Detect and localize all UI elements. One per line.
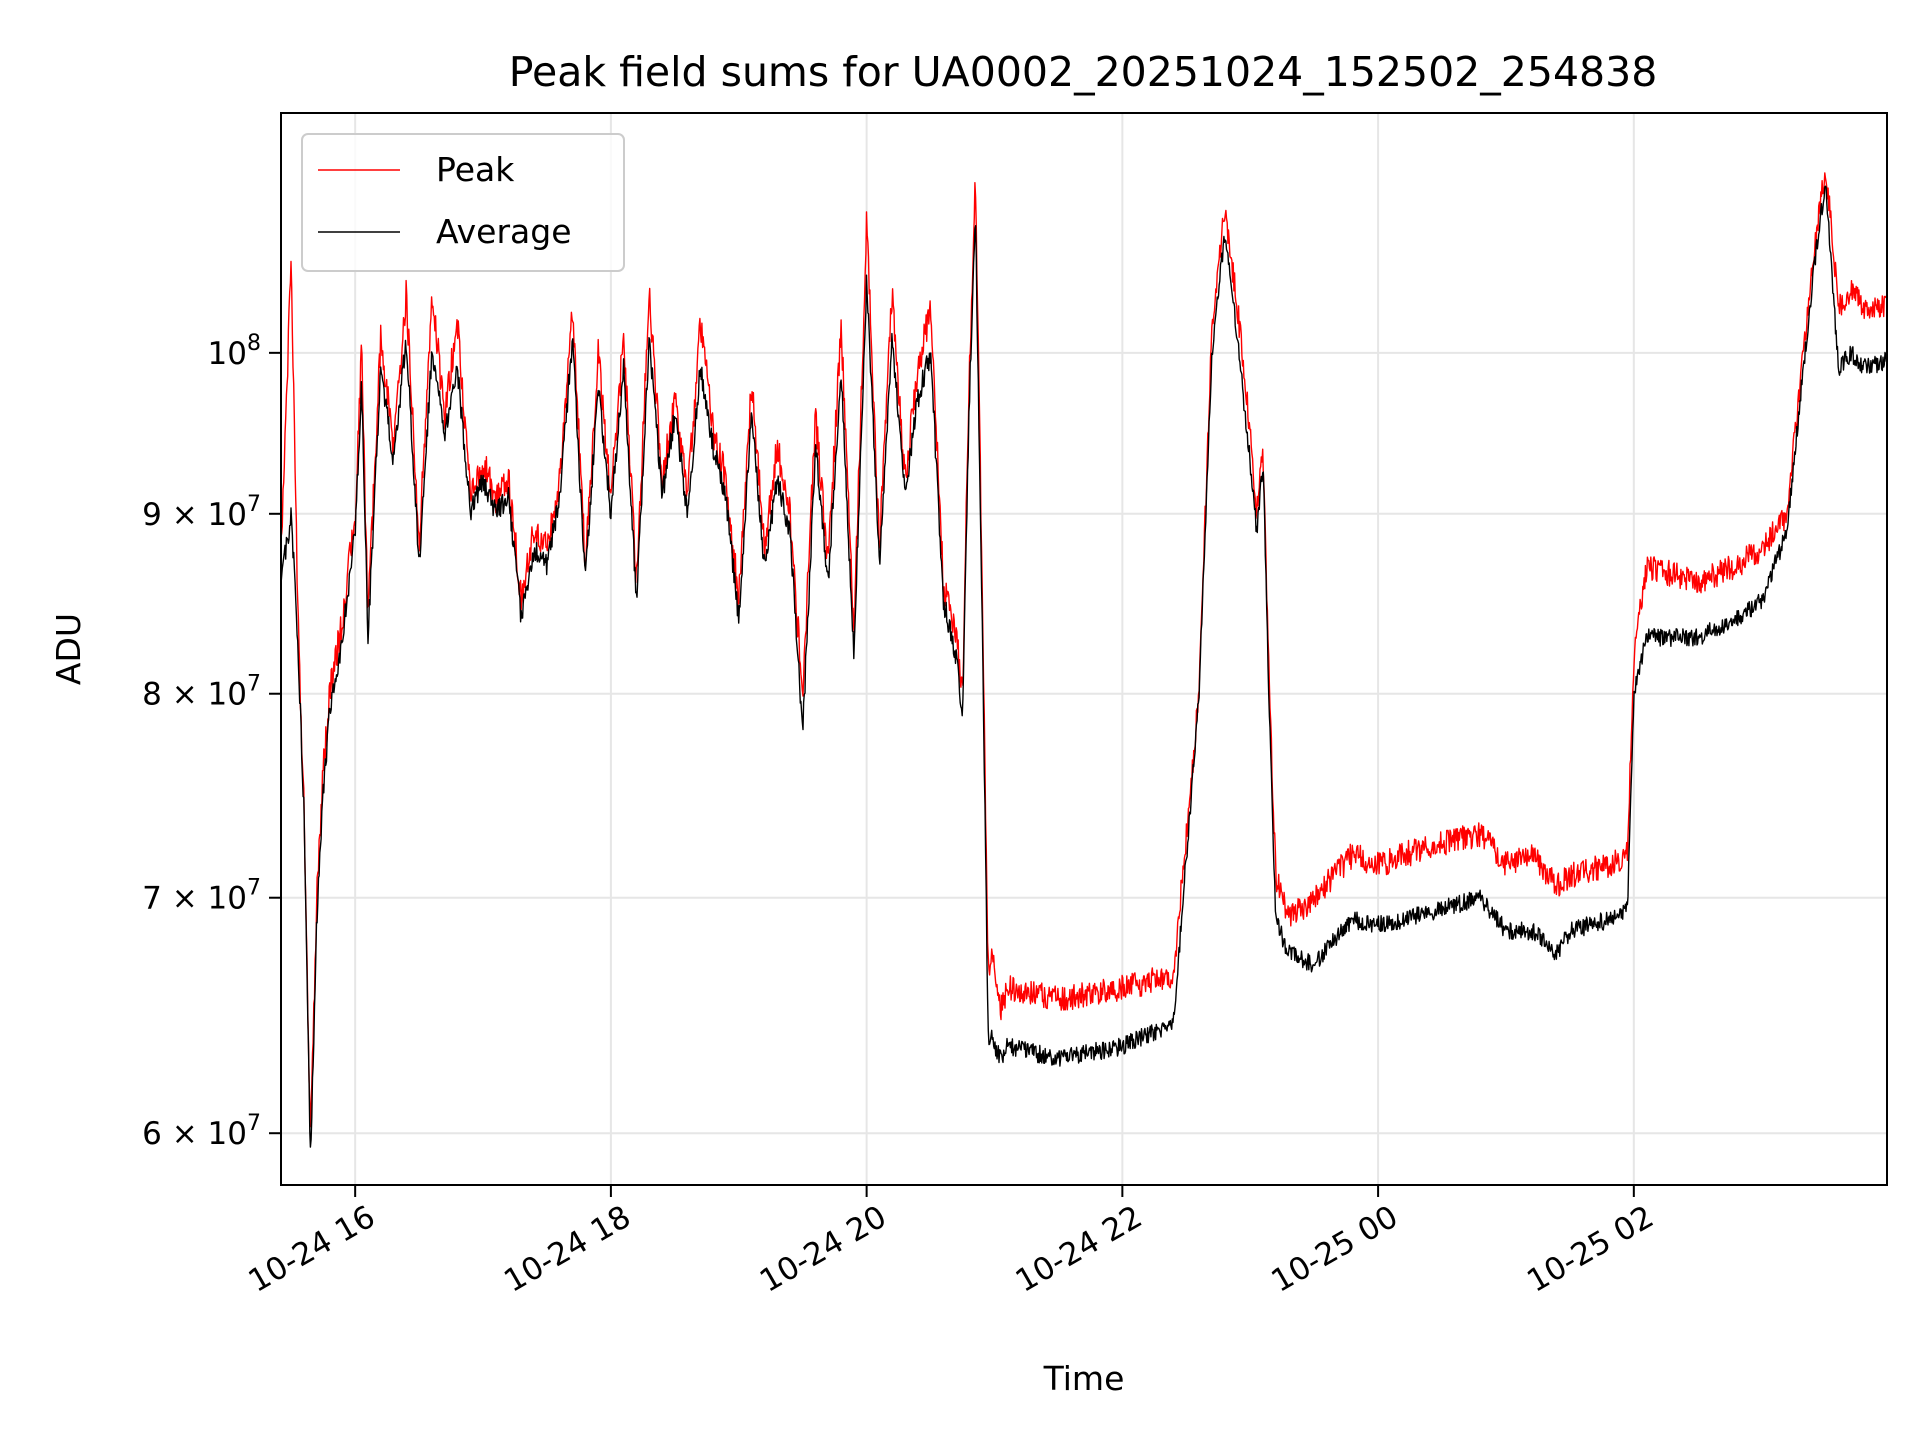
legend-label-average: Average xyxy=(436,212,572,251)
y-tick-label-0: 6 × 107 xyxy=(142,1111,261,1152)
legend-box xyxy=(301,133,625,272)
series-line-peak xyxy=(281,172,1887,1128)
legend: Peak Average xyxy=(301,133,625,272)
y-tick-label-1: 7 × 107 xyxy=(142,876,261,917)
plot-frame xyxy=(280,112,1888,1186)
y-tick-label-2: 8 × 107 xyxy=(142,672,261,713)
series-layer xyxy=(281,172,1887,1148)
chart-title: Peak field sums for UA0002_20251024_1525… xyxy=(509,48,1658,96)
y-tick-label-3: 9 × 107 xyxy=(142,492,261,533)
x-axis-label: Time xyxy=(1043,1359,1125,1398)
y-axis-label: ADU xyxy=(49,613,88,685)
y-axis: 6 × 107 7 × 107 8 × 107 9 × 107 108 xyxy=(142,331,281,1152)
y-tick-label-4: 108 xyxy=(208,331,261,372)
legend-label-peak: Peak xyxy=(436,150,515,189)
series-line-average xyxy=(281,185,1887,1148)
